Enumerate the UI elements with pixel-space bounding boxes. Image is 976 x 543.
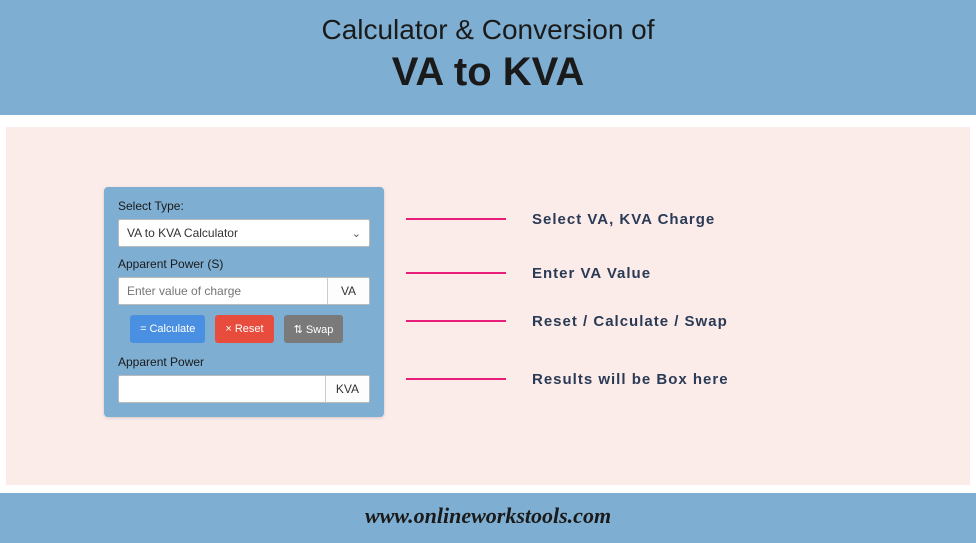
chevron-down-icon: ⌄ bbox=[352, 227, 361, 240]
header-banner: Calculator & Conversion of VA to KVA bbox=[0, 0, 976, 115]
swap-button[interactable]: ⇅ Swap bbox=[284, 315, 344, 343]
input-power-row: VA bbox=[118, 277, 370, 305]
footer-url: www.onlineworkstools.com bbox=[0, 503, 976, 529]
reset-button[interactable]: × Reset bbox=[215, 315, 273, 343]
annotation-line-icon bbox=[406, 320, 506, 322]
annotation-text: Reset / Calculate / Swap bbox=[532, 313, 728, 330]
charge-input[interactable] bbox=[119, 278, 327, 304]
annotation-line-icon bbox=[406, 272, 506, 274]
annotation-line-icon bbox=[406, 378, 506, 380]
annotation-row: Select VA, KVA Charge bbox=[406, 207, 729, 231]
annotation-text: Select VA, KVA Charge bbox=[532, 211, 715, 228]
type-select[interactable]: VA to KVA Calculator ⌄ bbox=[118, 219, 370, 247]
input-unit-label: VA bbox=[327, 278, 369, 304]
select-type-label: Select Type: bbox=[118, 199, 370, 213]
type-select-value: VA to KVA Calculator bbox=[127, 226, 352, 240]
output-power-label: Apparent Power bbox=[118, 355, 370, 369]
annotation-row: Reset / Calculate / Swap bbox=[406, 309, 729, 333]
annotations-group: Select VA, KVA Charge Enter VA Value Res… bbox=[406, 207, 729, 391]
output-value bbox=[119, 376, 325, 402]
output-unit-label: KVA bbox=[325, 376, 369, 402]
annotation-text: Enter VA Value bbox=[532, 265, 651, 282]
main-panel: Select Type: VA to KVA Calculator ⌄ Appa… bbox=[6, 127, 970, 485]
annotation-row: Enter VA Value bbox=[406, 261, 729, 285]
output-power-row: KVA bbox=[118, 375, 370, 403]
header-title: VA to KVA bbox=[0, 50, 976, 95]
header-subtitle: Calculator & Conversion of bbox=[0, 14, 976, 46]
input-power-label: Apparent Power (S) bbox=[118, 257, 370, 271]
buttons-row: = Calculate × Reset ⇅ Swap bbox=[130, 315, 370, 343]
calculator-card: Select Type: VA to KVA Calculator ⌄ Appa… bbox=[104, 187, 384, 417]
annotation-text: Results will be Box here bbox=[532, 371, 729, 388]
annotation-row: Results will be Box here bbox=[406, 367, 729, 391]
calculate-button[interactable]: = Calculate bbox=[130, 315, 205, 343]
annotation-line-icon bbox=[406, 218, 506, 220]
